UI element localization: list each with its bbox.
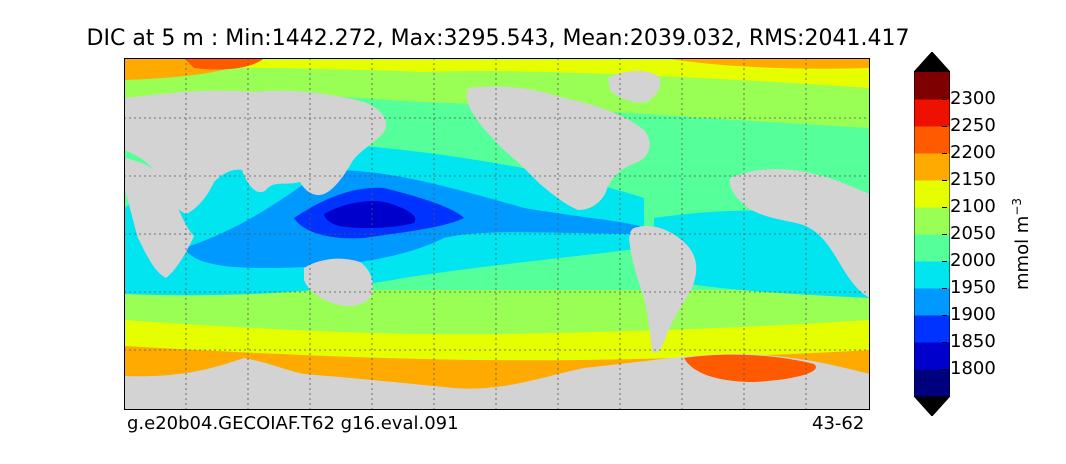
colorbar-segment [914,261,950,289]
map-title: DIC at 5 m : Min:1442.272, Max:3295.543,… [86,26,910,51]
units-base: mmol m [1012,215,1033,290]
colorbar-segment [914,234,950,262]
ocean-band-2150-north [124,58,870,88]
case-name-label: g.e20b04.GECOIAF.T62 g16.eval.091 [127,413,459,434]
colorbar-extend-max [914,52,950,72]
colorbar-tick-label: 2200 [942,142,996,163]
colorbar-extend-min [914,396,950,416]
colorbar-tick-label: 1800 [942,358,996,379]
colorbar-segment [914,180,950,208]
colorbar-segment [914,207,950,235]
land-antarctica [124,354,870,410]
year-range-label: 43-62 [812,413,865,434]
colorbar-segment [914,369,950,397]
colorbar-segment [914,72,950,100]
land-eurasia [124,90,387,214]
land-south-america [629,225,697,353]
ocean-band-2250-arctic [184,58,264,70]
colorbar-tick-label: 1850 [942,331,996,352]
colorbar-segment [914,153,950,181]
colorbar-tick-label: 1950 [942,277,996,298]
colorbar-tick-label: 2050 [942,223,996,244]
units-exponent: −3 [1010,197,1024,216]
colorbar-segment [914,288,950,316]
colorbar-segment [914,315,950,343]
colorbar-units-label: mmol m−3 [1010,198,1033,290]
ocean-band-2000-atlantic [654,210,870,298]
colorbar-tick-label: 2100 [942,196,996,217]
colorbar [914,52,950,416]
colorbar-segment [914,99,950,127]
land-africa-east [124,158,194,278]
land-africa [729,169,870,298]
map-canvas [124,58,870,410]
colorbar-tick-label: 2250 [942,115,996,136]
ocean-band-2250-weddell [684,354,816,382]
colorbar-tick-label: 1900 [942,304,996,325]
ocean-band-2200-north-atlantic [664,58,870,69]
ocean-band-1850 [324,201,416,229]
colorbar-tick-label: 2000 [942,250,996,271]
graticule [124,58,870,410]
colorbar-segment [914,342,950,370]
colorbar-tick-labels: 1800 1850 1900 1950 2000 2050 2100 2150 2200 2250… [942,0,1020,464]
land-australia [304,258,373,307]
dic-contour-map [124,58,870,410]
colorbar-tick-label: 2150 [942,169,996,190]
land-greenland [608,70,661,103]
colorbar-segment [914,126,950,154]
colorbar-tick-label: 2300 [942,88,996,109]
